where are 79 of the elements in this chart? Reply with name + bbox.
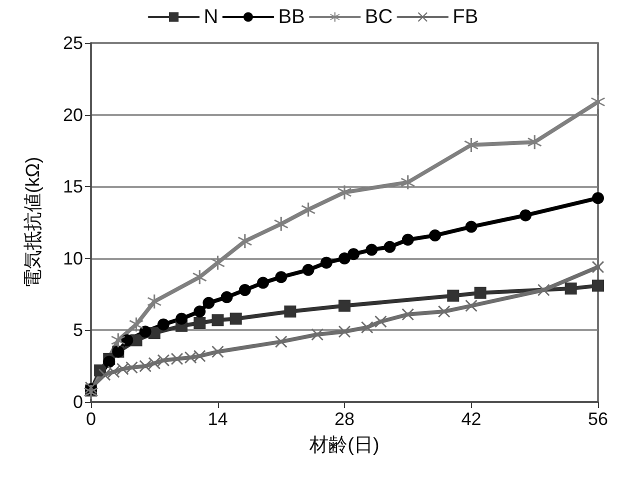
point [202,296,215,309]
point [302,264,314,276]
point [465,220,478,233]
point [275,336,288,348]
point [474,286,486,299]
point [374,316,387,328]
x-tick-label: 42 [461,409,482,429]
legend-label: N [204,6,218,28]
point [139,326,152,338]
point [591,94,605,109]
point [402,234,414,246]
legend-label: FB [452,6,478,28]
point [320,256,332,269]
point [103,356,116,368]
x-tick-label: 14 [208,409,228,429]
point [212,346,224,358]
point [465,300,478,312]
point [212,314,224,326]
point [238,234,252,248]
point [311,328,324,341]
point [366,244,378,256]
point [592,280,604,292]
point [171,352,184,365]
point [194,317,206,330]
legend-label: BC [364,6,393,28]
point [447,290,460,302]
point [464,138,478,152]
y-axis-title: 電気抵抗値(kΩ) [23,156,44,288]
point [148,357,160,370]
point [210,256,225,270]
point [111,333,126,348]
point [238,284,251,296]
point [139,360,152,372]
x-tick-label: 56 [588,409,608,429]
point [108,366,120,378]
point [384,240,396,253]
point [301,202,316,217]
point [192,270,207,284]
x-axis-title: 材齢(日) [308,435,380,456]
y-tick-label: 5 [72,320,83,340]
point [520,209,532,222]
point [338,252,350,264]
point [284,306,296,318]
point [157,354,170,366]
point [147,294,162,308]
point [400,175,415,190]
x-tick-label: 0 [86,409,96,429]
point [361,321,374,334]
point [538,284,550,296]
legend-label: BB [278,6,305,28]
point [338,185,352,200]
x-tick-label: 28 [334,409,355,429]
point [129,317,144,332]
y-tick-label: 20 [62,104,83,125]
y-tick-label: 10 [62,248,83,268]
y-tick-label: 15 [62,176,83,197]
point [126,362,138,374]
point [592,261,604,274]
point [176,312,188,325]
point [157,318,170,330]
point [338,326,350,338]
point [98,368,111,381]
point [528,135,542,150]
point [592,192,604,204]
point [230,312,242,325]
point [348,248,360,260]
point [564,282,577,295]
point [402,308,414,320]
point [257,276,270,289]
point [275,271,288,284]
y-tick-label: 0 [72,392,83,412]
point [338,300,350,312]
point [429,229,442,242]
point [194,306,206,318]
point [274,216,288,231]
point [194,350,206,362]
point [438,306,450,318]
point [220,291,233,304]
y-tick-label: 25 [62,33,83,53]
